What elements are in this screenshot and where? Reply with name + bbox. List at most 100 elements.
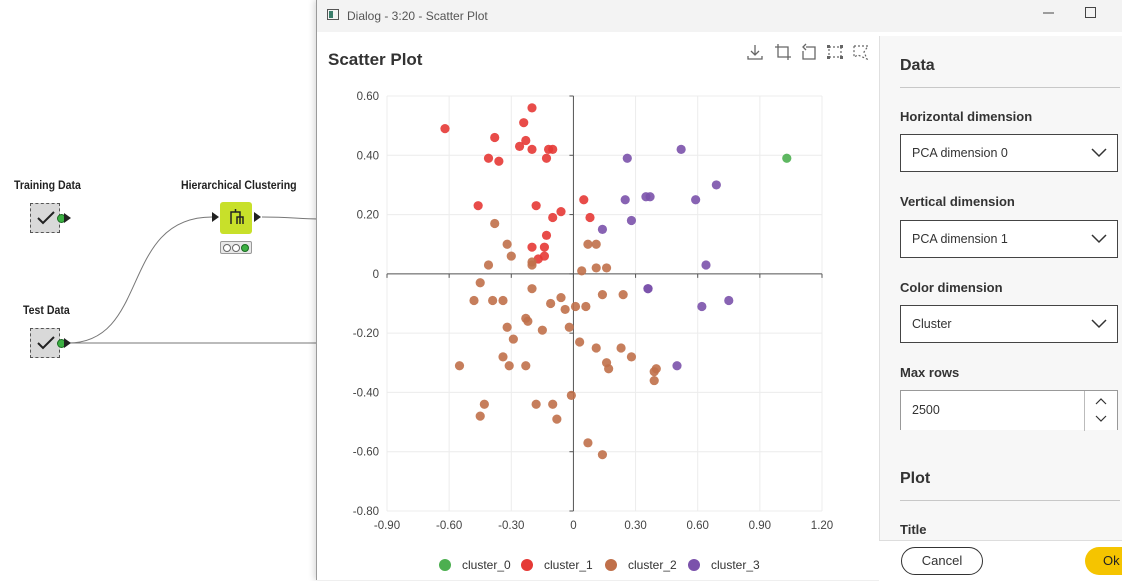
data-point-cluster-2[interactable]: [479, 399, 489, 409]
data-point-cluster-2[interactable]: [583, 438, 593, 448]
data-point-cluster-2[interactable]: [626, 352, 637, 362]
legend-swatch[interactable]: [605, 559, 617, 571]
data-point-cluster-1[interactable]: [531, 201, 541, 211]
max-rows-input[interactable]: 2500: [900, 390, 1118, 431]
data-point-cluster-2[interactable]: [597, 450, 608, 460]
data-point-cluster-1[interactable]: [556, 207, 566, 217]
horizontal-dimension-select[interactable]: PCA dimension 0: [900, 134, 1118, 172]
lasso-select-icon[interactable]: [852, 43, 870, 61]
data-point-cluster-1[interactable]: [539, 251, 550, 261]
data-point-cluster-1[interactable]: [548, 212, 558, 223]
dialog-titlebar[interactable]: Dialog - 3:20 - Scatter Plot: [317, 0, 1122, 32]
data-point-cluster-2[interactable]: [508, 334, 518, 344]
chevron-down-icon[interactable]: [1095, 415, 1107, 423]
cancel-button[interactable]: Cancel: [901, 547, 983, 575]
data-point-cluster-3[interactable]: [622, 153, 632, 163]
data-point-cluster-2[interactable]: [537, 325, 547, 335]
data-point-cluster-2[interactable]: [591, 263, 601, 273]
minimize-icon[interactable]: [1043, 6, 1055, 22]
data-point-cluster-2[interactable]: [581, 301, 591, 312]
data-point-cluster-3[interactable]: [701, 260, 711, 270]
data-point-cluster-1[interactable]: [541, 153, 552, 163]
legend-swatch[interactable]: [521, 559, 533, 571]
data-point-cluster-3[interactable]: [641, 192, 651, 202]
data-point-cluster-2[interactable]: [469, 295, 479, 306]
data-point-cluster-1[interactable]: [521, 135, 531, 146]
output-port-icon[interactable]: [64, 338, 71, 348]
data-point-cluster-2[interactable]: [564, 322, 574, 332]
data-point-cluster-2[interactable]: [490, 218, 500, 229]
data-point-cluster-2[interactable]: [527, 260, 537, 270]
data-point-cluster-3[interactable]: [697, 301, 707, 312]
data-point-cluster-3[interactable]: [724, 295, 734, 306]
data-point-cluster-3[interactable]: [676, 144, 686, 154]
data-point-cluster-1[interactable]: [490, 132, 500, 143]
data-point-cluster-3[interactable]: [691, 195, 701, 205]
download-icon[interactable]: [746, 43, 764, 61]
data-point-cluster-2[interactable]: [531, 399, 541, 409]
data-point-cluster-2[interactable]: [591, 239, 601, 249]
data-point-cluster-2[interactable]: [556, 292, 566, 303]
scatter-chart[interactable]: -0.90 -0.60 -0.30 0 0.30 0.60 0.90 1.20 0.60 0.40…: [317, 36, 877, 580]
output-port-icon[interactable]: [254, 212, 261, 222]
data-point-cluster-1[interactable]: [527, 103, 537, 113]
legend-label[interactable]: cluster_0: [462, 558, 511, 572]
data-point-cluster-3[interactable]: [672, 361, 682, 371]
workflow-canvas[interactable]: Training Data Hierarchical Clustering Te…: [0, 0, 318, 580]
data-point-cluster-2[interactable]: [649, 375, 659, 386]
data-point-cluster-1[interactable]: [514, 141, 525, 151]
data-point-cluster-1[interactable]: [440, 124, 450, 134]
crop-icon[interactable]: [774, 43, 792, 61]
vertical-dimension-select[interactable]: PCA dimension 1: [900, 220, 1118, 258]
data-point-cluster-1[interactable]: [494, 156, 504, 166]
node-test-data[interactable]: [30, 328, 60, 358]
data-point-cluster-1[interactable]: [541, 230, 552, 240]
data-point-cluster-1[interactable]: [483, 153, 494, 163]
legend-label[interactable]: cluster_1: [544, 558, 593, 572]
data-point-cluster-2[interactable]: [523, 316, 533, 326]
data-point-cluster-2[interactable]: [618, 290, 628, 300]
data-point-cluster-2[interactable]: [597, 290, 608, 300]
color-dimension-select[interactable]: Cluster: [900, 305, 1118, 343]
data-point-cluster-2[interactable]: [502, 322, 512, 332]
output-port-icon[interactable]: [64, 213, 71, 223]
data-point-cluster-3[interactable]: [711, 180, 721, 190]
data-point-cluster-2[interactable]: [506, 251, 516, 261]
data-point-cluster-1[interactable]: [543, 144, 554, 154]
node-training-data[interactable]: [30, 203, 60, 233]
data-point-cluster-2[interactable]: [601, 263, 612, 273]
data-point-cluster-2[interactable]: [591, 343, 601, 353]
data-point-cluster-2[interactable]: [577, 266, 587, 276]
node-hierarchical-clustering[interactable]: [220, 202, 252, 234]
data-point-cluster-2[interactable]: [475, 411, 485, 421]
data-point-cluster-2[interactable]: [552, 414, 562, 424]
data-point-cluster-3[interactable]: [626, 215, 637, 226]
chevron-up-icon[interactable]: [1095, 397, 1107, 405]
data-point-cluster-3[interactable]: [620, 195, 630, 205]
data-point-cluster-2[interactable]: [560, 304, 570, 315]
legend-label[interactable]: cluster_3: [711, 558, 760, 572]
legend-label[interactable]: cluster_2: [628, 558, 677, 572]
data-point-cluster-2[interactable]: [488, 295, 498, 306]
data-point-cluster-2[interactable]: [498, 295, 508, 306]
data-point-cluster-2[interactable]: [527, 284, 537, 294]
data-point-cluster-2[interactable]: [475, 278, 485, 288]
data-point-cluster-2[interactable]: [649, 367, 659, 377]
max-rows-stepper[interactable]: [1084, 391, 1117, 431]
data-point-cluster-2[interactable]: [570, 301, 581, 312]
data-point-cluster-2[interactable]: [498, 352, 508, 362]
data-point-cluster-2[interactable]: [604, 364, 614, 374]
data-point-cluster-2[interactable]: [504, 361, 514, 371]
data-point-cluster-3[interactable]: [643, 284, 653, 294]
chart-legend[interactable]: cluster_0 cluster_1 cluster_2 cluster_3: [439, 558, 760, 572]
data-point-cluster-1[interactable]: [527, 242, 537, 252]
data-point-cluster-1[interactable]: [579, 195, 589, 205]
data-point-cluster-0[interactable]: [782, 153, 792, 163]
data-point-cluster-1[interactable]: [473, 201, 483, 211]
maximize-icon[interactable]: [1085, 6, 1097, 22]
legend-swatch[interactable]: [439, 559, 451, 571]
data-point-cluster-2[interactable]: [546, 298, 556, 309]
data-point-cluster-2[interactable]: [566, 390, 576, 400]
legend-swatch[interactable]: [688, 559, 700, 571]
data-point-cluster-2[interactable]: [575, 337, 585, 347]
